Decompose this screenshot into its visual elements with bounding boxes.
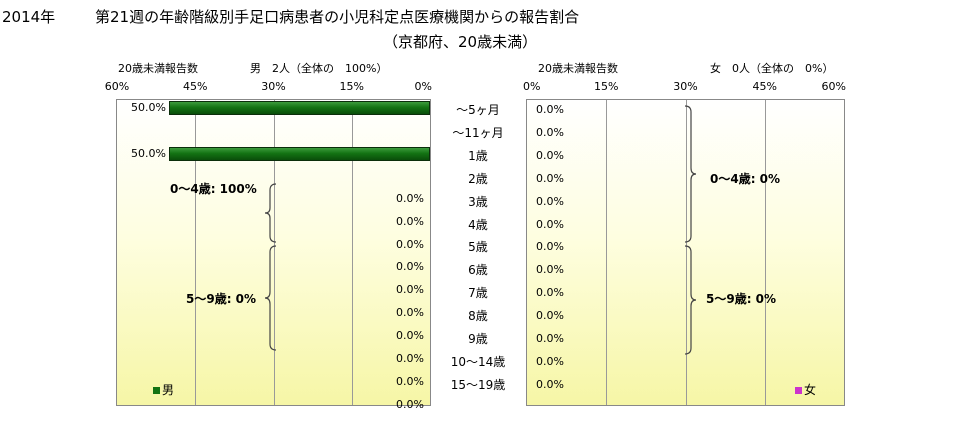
male-summary: 男 2人（全体の 100%） — [250, 62, 388, 75]
male-value-label: 0.0% — [396, 191, 424, 205]
male-value-label: 0.0% — [396, 214, 424, 228]
female-value-label: 0.0% — [536, 240, 564, 254]
male-header-label: 20歳未満報告数 — [118, 62, 198, 75]
age-category-label: 2歳 — [468, 171, 488, 186]
female-tick-label: 45% — [752, 80, 777, 93]
male-tick-label: 60% — [104, 80, 130, 93]
male-plot-area: 男 50.0% 0.0% 50.0% 0.0% 0.0% 0.0% 0.0% 0.0% 0.0%… — [116, 99, 431, 411]
male-value-label: 50.0% — [131, 101, 166, 114]
female-summary: 女 0人（全体の 0%） — [710, 62, 834, 75]
age-category-label: 3歳 — [468, 194, 488, 209]
chart-title-year: 2014年 — [2, 8, 56, 26]
female-value-label: 0.0% — [536, 194, 564, 208]
female-brace-0-4 — [684, 105, 697, 243]
male-value-label: 0.0% — [396, 260, 424, 274]
male-value-label: 0.0% — [396, 374, 424, 388]
female-value-label: 0.0% — [536, 217, 564, 231]
female-value-label: 0.0% — [536, 309, 564, 323]
male-legend: 男 — [153, 381, 174, 398]
chart-title: 第21週の年齢階級別手足口病患者の小児科定点医療機関からの報告割合 — [95, 8, 580, 26]
female-plot-area: 女 0.0% 0.0% 0.0% 0.0% 0.0% 0.0% 0.0% 0.0% 0.0% 0.… — [526, 99, 845, 406]
age-category-label: 10～14歳 — [450, 354, 506, 369]
age-category-label: 15～19歳 — [450, 377, 506, 392]
female-value-label: 0.0% — [536, 354, 564, 368]
male-value-label: 0.0% — [396, 397, 424, 411]
female-value-label: 0.0% — [536, 332, 564, 345]
male-tick-label: 15% — [339, 80, 364, 93]
female-value-label: 0.0% — [536, 103, 564, 116]
age-category-label: 7歳 — [468, 286, 488, 301]
male-bar — [169, 101, 430, 115]
age-category-label: 8歳 — [468, 309, 488, 324]
male-value-label: 0.0% — [396, 283, 424, 297]
male-tick-label: 30% — [261, 80, 286, 93]
male-legend-swatch — [153, 387, 160, 394]
male-bar — [169, 146, 430, 161]
male-gridline — [195, 100, 197, 405]
female-tick-label: 30% — [673, 80, 698, 93]
female-brace-5-9 — [684, 245, 697, 355]
male-tick-label: 45% — [183, 80, 208, 93]
female-gridline — [606, 100, 608, 405]
female-group-label-5-9: 5～9歳: 0% — [706, 292, 777, 306]
age-category-label: 1歳 — [468, 148, 488, 163]
male-legend-label: 男 — [162, 383, 175, 397]
male-group-label-0-4: 0～4歳: 100% — [170, 182, 257, 196]
female-value-label: 0.0% — [536, 377, 564, 391]
age-category-label: 4歳 — [468, 217, 488, 232]
male-gridline — [273, 100, 275, 405]
age-category-label: ～11ヶ月 — [452, 125, 504, 140]
age-category-label: 9歳 — [468, 332, 488, 346]
male-gridline — [351, 100, 353, 405]
male-tick-label: 0% — [414, 80, 432, 93]
female-legend-swatch — [795, 387, 802, 394]
female-header-label: 20歳未満報告数 — [538, 62, 618, 75]
female-gridline — [764, 100, 766, 405]
male-group-label-5-9: 5～9歳: 0% — [186, 292, 257, 306]
chart-subtitle: （京都府、20歳未満） — [383, 33, 538, 51]
age-category-label: 6歳 — [468, 263, 488, 278]
male-brace-5-9 — [264, 245, 277, 351]
male-value-label: 0.0% — [396, 306, 424, 320]
female-value-label: 0.0% — [536, 263, 564, 277]
female-group-label-0-4: 0～4歳: 0% — [710, 172, 781, 186]
female-tick-label: 60% — [821, 80, 846, 93]
male-value-label: 0.0% — [396, 352, 424, 365]
female-gridline — [685, 100, 687, 405]
female-legend-label: 女 — [804, 383, 817, 397]
male-brace-0-4 — [264, 183, 277, 243]
female-value-label: 0.0% — [536, 125, 564, 139]
age-category-label: ～5ヶ月 — [456, 103, 500, 117]
male-value-label: 0.0% — [396, 329, 424, 343]
female-legend: 女 — [795, 381, 816, 398]
female-value-label: 0.0% — [536, 286, 564, 300]
female-tick-label: 15% — [594, 80, 619, 93]
female-value-label: 0.0% — [536, 171, 564, 185]
female-tick-label: 0% — [523, 80, 541, 93]
female-value-label: 0.0% — [536, 148, 564, 162]
male-value-label: 0.0% — [396, 237, 424, 251]
age-category-label: 5歳 — [468, 240, 488, 255]
male-value-label: 50.0% — [131, 146, 166, 160]
